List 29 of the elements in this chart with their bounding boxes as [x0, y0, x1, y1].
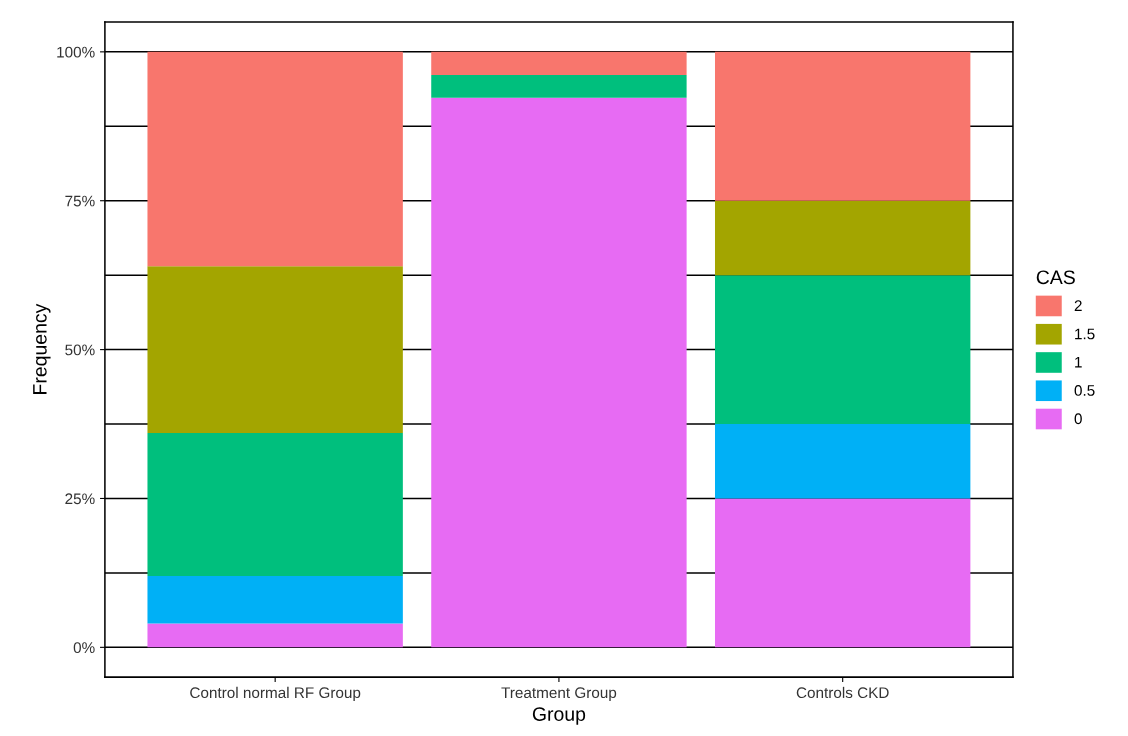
y-tick-label: 100%: [57, 46, 95, 58]
y-tick-label: 75%: [65, 195, 95, 207]
y-axis-title: Frequency: [33, 303, 51, 394]
legend-label: 2: [1074, 300, 1082, 311]
x-axis-title: Group: [532, 707, 586, 725]
bar: [714, 200, 971, 276]
bar: [714, 51, 971, 201]
bar: [431, 97, 687, 648]
y-tick-label: 0%: [73, 642, 95, 654]
bar: [147, 623, 403, 648]
legend-label: 0: [1074, 413, 1082, 425]
bar: [147, 575, 403, 624]
legend-label: 0.5: [1074, 385, 1095, 396]
bar: [714, 275, 971, 425]
bar: [714, 498, 971, 648]
x-tick-label: Treatment Group: [501, 687, 617, 702]
x-tick-label: Controls CKD: [796, 686, 889, 699]
bar: [431, 75, 687, 98]
bar: [714, 424, 971, 499]
legend-label: 1: [1075, 356, 1082, 368]
x-tick-label: Control normal RF Group: [190, 686, 361, 702]
legend-label: 1.5: [1075, 328, 1095, 340]
bar: [147, 266, 403, 433]
legend-title: CAS: [1036, 270, 1075, 285]
y-tick-label: 25%: [65, 493, 95, 505]
bar: [147, 432, 403, 576]
bar: [431, 51, 687, 76]
bar: [147, 51, 403, 267]
y-tick-label: 50%: [65, 344, 95, 356]
